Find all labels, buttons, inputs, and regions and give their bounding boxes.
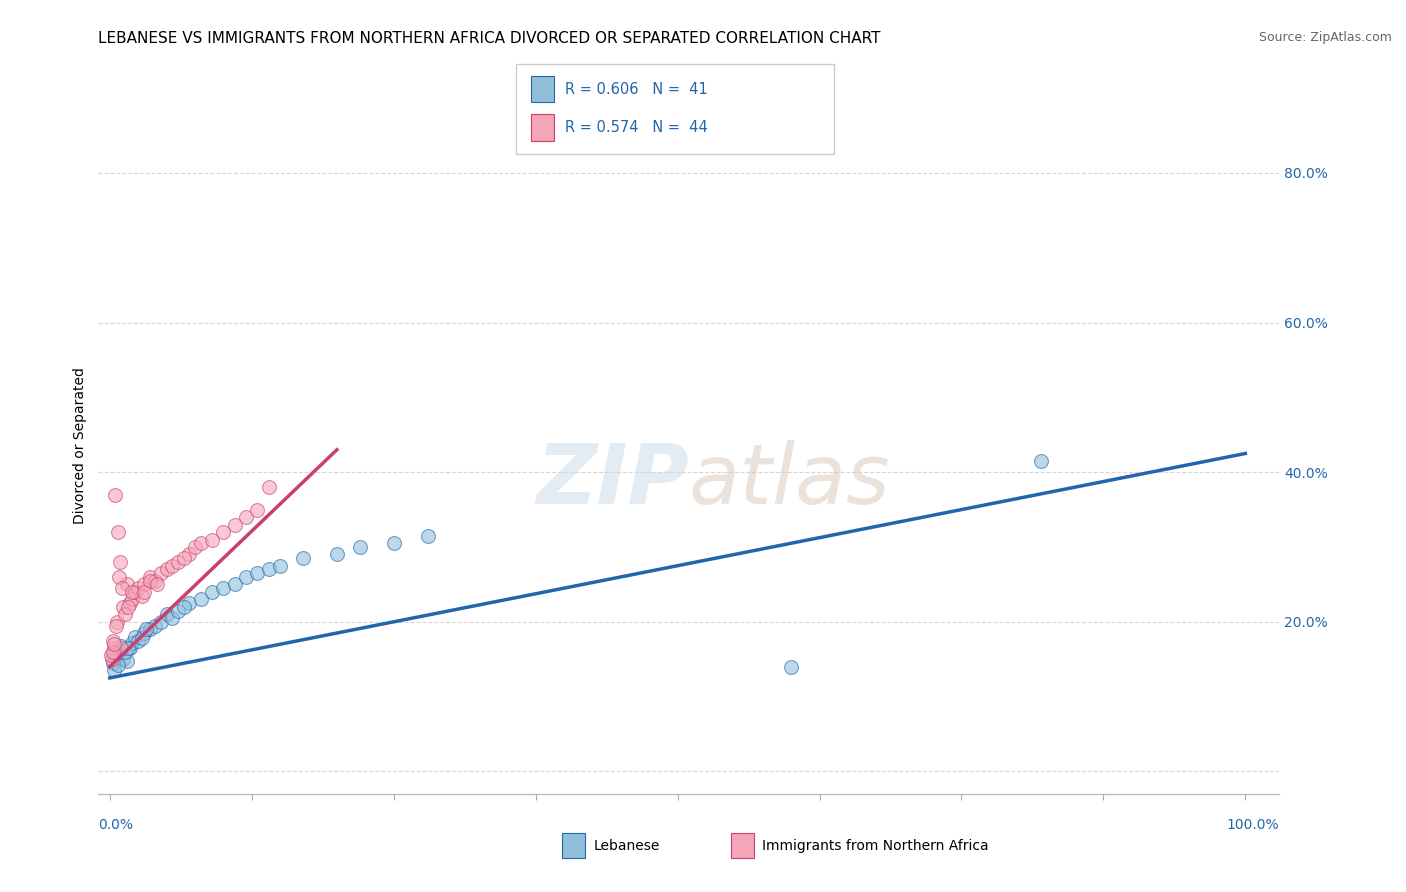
Point [120,596,142,610]
Point [382,536,405,550]
Point [103,664,125,678]
Point [235,570,257,584]
Point [110,639,132,653]
Point [246,502,269,516]
Point [105,615,128,629]
Point [138,622,160,636]
Point [104,488,127,502]
Point [124,585,146,599]
Point [184,540,207,554]
Text: Immigrants from Northern Africa: Immigrants from Northern Africa [762,838,988,853]
Text: Source: ZipAtlas.com: Source: ZipAtlas.com [1258,31,1392,45]
Point [112,599,135,614]
Point [108,570,131,584]
Point [1029,454,1052,468]
Point [112,652,135,666]
Point [349,540,371,554]
Point [246,566,269,581]
Point [103,640,125,655]
Point [127,633,149,648]
Point [173,599,195,614]
Point [117,640,139,655]
Point [120,640,142,655]
Point [115,654,138,668]
Text: Lebanese: Lebanese [593,838,659,853]
Point [179,596,201,610]
Point [105,646,128,660]
Point [224,517,246,532]
Text: R = 0.606   N =  41: R = 0.606 N = 41 [565,81,709,96]
Y-axis label: Divorced or Separated: Divorced or Separated [73,368,87,524]
Point [212,524,235,539]
Point [132,577,155,591]
Point [257,562,280,576]
Point [131,632,153,646]
Point [111,581,134,595]
Text: 100.0%: 100.0% [1227,818,1279,832]
Point [132,585,155,599]
Point [167,604,190,618]
Point [138,570,160,584]
Point [132,626,155,640]
Point [201,585,224,599]
Point [416,529,439,543]
Point [104,648,127,663]
Point [100,648,122,663]
Point [149,615,172,629]
Point [143,574,166,588]
Point [131,589,153,603]
Point [107,524,129,539]
Point [117,599,139,614]
Point [224,577,246,591]
Point [155,562,177,576]
Point [179,548,201,562]
Point [190,592,212,607]
Point [162,611,183,625]
Point [143,618,166,632]
Point [235,510,257,524]
Point [110,640,132,655]
Point [291,551,314,566]
Point [107,658,129,673]
Point [115,577,138,591]
Point [780,659,803,673]
Point [101,645,124,659]
Point [105,618,128,632]
Point [167,555,190,569]
Point [103,633,125,648]
Point [149,566,172,581]
Point [155,607,177,622]
Point [162,558,183,573]
Point [190,536,212,550]
Point [114,645,136,659]
Text: R = 0.574   N =  44: R = 0.574 N = 44 [565,120,709,135]
Text: LEBANESE VS IMMIGRANTS FROM NORTHERN AFRICA DIVORCED OR SEPARATED CORRELATION CH: LEBANESE VS IMMIGRANTS FROM NORTHERN AFR… [98,31,882,46]
Point [201,533,224,547]
Point [103,656,125,670]
Point [173,551,195,566]
Point [135,622,157,636]
Point [101,652,124,666]
Point [257,480,280,494]
Text: 0.0%: 0.0% [98,818,134,832]
Point [121,636,143,650]
Point [121,585,143,599]
Text: atlas: atlas [689,441,890,521]
Point [326,548,349,562]
Point [146,577,169,591]
Point [127,581,149,595]
Point [212,581,235,595]
Point [114,607,136,622]
Point [269,558,291,573]
Point [108,555,131,569]
Point [138,574,160,588]
Point [108,643,131,657]
Text: ZIP: ZIP [536,441,689,521]
Point [124,630,146,644]
Point [121,592,143,607]
Point [103,637,125,651]
